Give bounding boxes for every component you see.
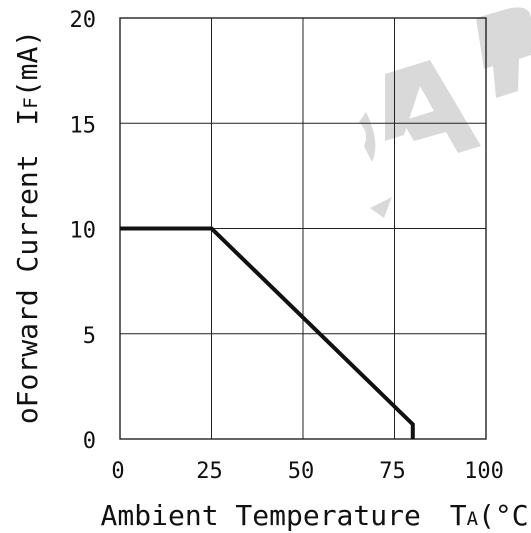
- y-tick-label-2: 10: [70, 219, 97, 244]
- y-tick-labels: 0 5 10 15 20: [70, 8, 97, 454]
- x-tick-label-1: 25: [196, 459, 223, 484]
- y-tick-label-1: 5: [83, 324, 96, 349]
- series-layer: [120, 226, 415, 439]
- y-axis-prefix: o: [11, 407, 44, 424]
- x-tick-label-0: 0: [111, 459, 124, 484]
- x-axis-unit: (°C): [478, 499, 531, 532]
- y-axis-label-name: Forward Current: [11, 154, 44, 407]
- x-tick-label-4: 100: [464, 459, 504, 484]
- y-tick-label-0: 0: [83, 429, 96, 454]
- x-axis-symbol-sub: A: [467, 508, 479, 530]
- x-tick-label-2: 50: [288, 459, 315, 484]
- y-tick-label-4: 20: [70, 8, 97, 33]
- series-line-0: [120, 226, 415, 439]
- watermark: [359, 7, 531, 218]
- x-tick-label-3: 75: [379, 459, 406, 484]
- y-axis-symbol-sub: F: [20, 97, 42, 108]
- y-axis-symbol: I: [11, 109, 44, 126]
- y-tick-label-3: 15: [70, 113, 97, 138]
- x-axis-label-name: Ambient Temperature: [101, 499, 421, 532]
- watermark-slash-mark: [370, 197, 392, 218]
- x-axis-label: Ambient Temperature TA(°C): [101, 499, 531, 532]
- x-axis-symbol: T: [450, 499, 467, 532]
- watermark-arc-mark: [359, 112, 376, 162]
- watermark-letter-r: [476, 7, 531, 98]
- watermark-letter-a: [385, 60, 481, 153]
- y-axis-unit: (mA): [11, 30, 44, 97]
- x-tick-labels: 0 25 50 75 100: [111, 459, 504, 484]
- y-axis-label: oForward Current IF(mA): [11, 30, 44, 424]
